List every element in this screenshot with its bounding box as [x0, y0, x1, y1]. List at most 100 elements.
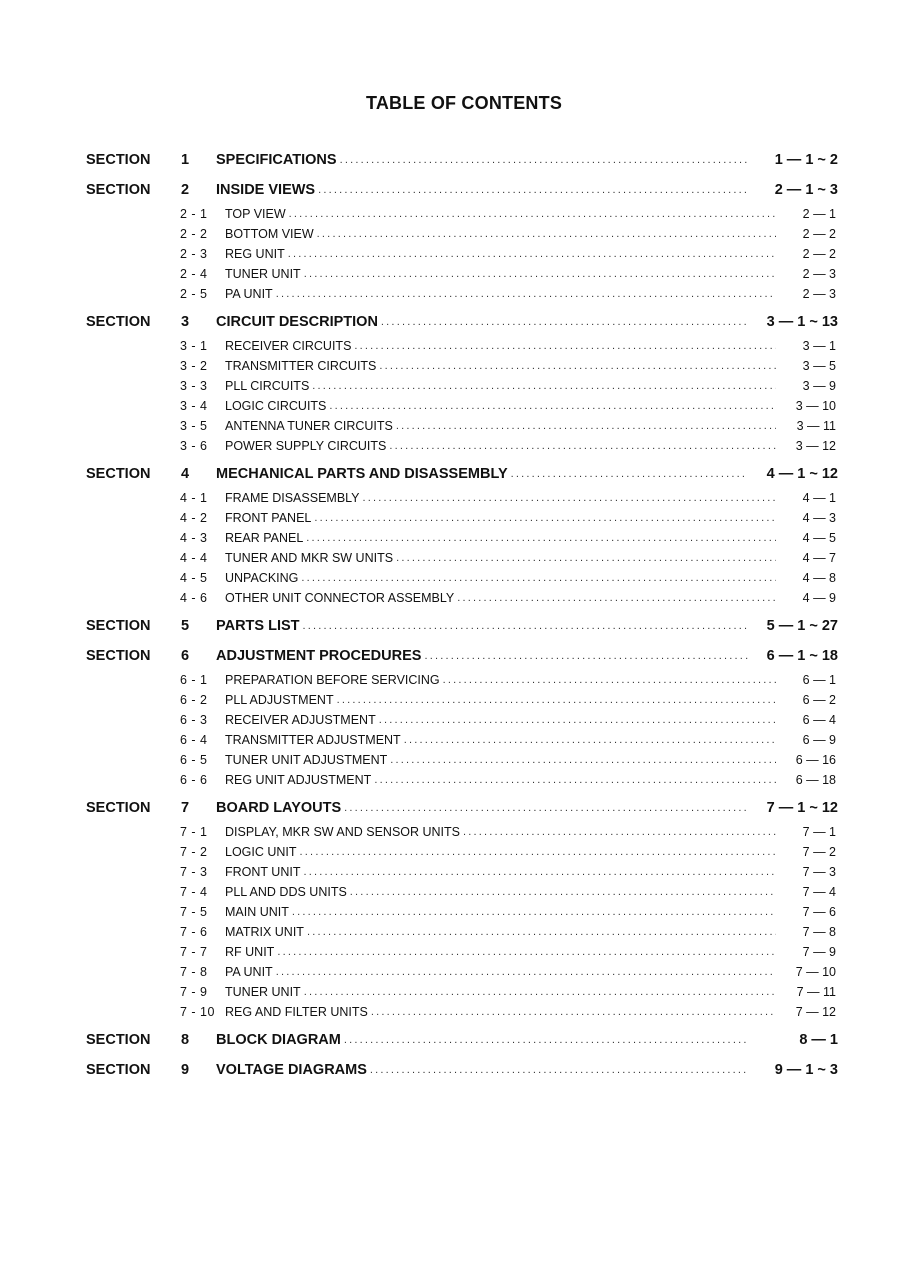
toc-subsection-row[interactable]: 6 - 6 REG UNIT ADJUSTMENT................… — [86, 770, 838, 790]
toc-section-row[interactable]: SECTION 3 CIRCUIT DESCRIPTION.............… — [86, 308, 838, 336]
toc-subsection-row[interactable]: 7 - 10 REG AND FILTER UNITS..............… — [86, 1002, 838, 1022]
dot-leader: ........................................… — [374, 774, 776, 786]
subsection-title: UNPACKING — [225, 571, 299, 585]
subsection-page: 7 — 10 — [795, 965, 836, 979]
toc-section-row[interactable]: SECTION 6 ADJUSTMENT PROCEDURES...........… — [86, 642, 838, 670]
toc-subsection-row[interactable]: 2 - 3 REG UNIT...........................… — [86, 244, 838, 264]
section-number: 9 — [181, 1062, 190, 1078]
toc-subsection-row[interactable]: 4 - 5 UNPACKING..........................… — [86, 568, 838, 588]
toc-subsection-row[interactable]: 2 - 5 PA UNIT............................… — [86, 284, 838, 304]
subsection-page: 7 — 12 — [795, 1005, 836, 1019]
subsection-number: 2 - 4 — [180, 267, 208, 281]
subsection-page: 7 — 1 — [802, 825, 836, 839]
table-of-contents: SECTION 1 SPECIFICATIONS..................… — [86, 144, 838, 1084]
toc-subsection-row[interactable]: 7 - 2 LOGIC UNIT.........................… — [86, 842, 838, 862]
toc-subsection-row[interactable]: 2 - 1 TOP VIEW...........................… — [86, 204, 838, 224]
subsection-title: REG UNIT — [225, 247, 285, 261]
toc-subsection-row[interactable]: 7 - 7 RF UNIT............................… — [86, 942, 838, 962]
dot-leader: ........................................… — [457, 592, 776, 604]
toc-subsection-row[interactable]: 7 - 9 TUNER UNIT.........................… — [86, 982, 838, 1002]
subsection-page: 4 — 9 — [802, 591, 836, 605]
dot-leader: ........................................… — [395, 420, 776, 432]
toc-section-row[interactable]: SECTION 8 BLOCK DIAGRAM...................… — [86, 1026, 838, 1054]
dot-leader: ........................................… — [424, 650, 748, 662]
section-number: 7 — [181, 800, 190, 816]
toc-subsection-row[interactable]: 7 - 5 MAIN UNIT..........................… — [86, 902, 838, 922]
toc-subsection-row[interactable]: 3 - 3 PLL CIRCUITS.......................… — [86, 376, 838, 396]
section-pages: 5 — 1 ~ 27 — [766, 618, 838, 634]
section-label: SECTION — [86, 1062, 151, 1078]
subsection-number: 3 - 1 — [180, 339, 208, 353]
toc-subsection-row[interactable]: 7 - 3 FRONT UNIT.........................… — [86, 862, 838, 882]
subsection-title: TRANSMITTER CIRCUITS — [225, 359, 377, 373]
section-title: MECHANICAL PARTS AND DISASSEMBLY — [216, 466, 508, 482]
subsection-number: 4 - 6 — [180, 591, 208, 605]
toc-subsection-row[interactable]: 7 - 1 DISPLAY, MKR SW AND SENSOR UNITS...… — [86, 822, 838, 842]
toc-subsection-row[interactable]: 2 - 2 BOTTOM VIEW........................… — [86, 224, 838, 244]
toc-subsection-row[interactable]: 2 - 4 TUNER UNIT.........................… — [86, 264, 838, 284]
subsection-page: 4 — 8 — [802, 571, 836, 585]
subsection-page: 6 — 2 — [802, 693, 836, 707]
toc-subsection-row[interactable]: 7 - 8 PA UNIT............................… — [86, 962, 838, 982]
section-title: VOLTAGE DIAGRAMS — [216, 1062, 367, 1078]
subsection-number: 7 - 8 — [180, 965, 208, 979]
toc-section-row[interactable]: SECTION 5 PARTS LIST......................… — [86, 612, 838, 640]
subsection-number: 4 - 1 — [180, 491, 208, 505]
section-pages: 7 — 1 ~ 12 — [766, 800, 838, 816]
toc-subsection-row[interactable]: 3 - 4 LOGIC CIRCUITS.....................… — [86, 396, 838, 416]
section-title: CIRCUIT DESCRIPTION — [216, 314, 378, 330]
subsection-title: REG AND FILTER UNITS — [225, 1005, 368, 1019]
toc-subsection-row[interactable]: 4 - 1 FRAME DISASSEMBLY..................… — [86, 488, 838, 508]
toc-subsection-row[interactable]: 6 - 4 TRANSMITTER ADJUSTMENT.............… — [86, 730, 838, 750]
toc-subsection-row[interactable]: 4 - 3 REAR PANEL.........................… — [86, 528, 838, 548]
toc-subsection-row[interactable]: 3 - 2 TRANSMITTER CIRCUITS...............… — [86, 356, 838, 376]
subsection-title: LOGIC UNIT — [225, 845, 297, 859]
subsection-title: MATRIX UNIT — [225, 925, 304, 939]
section-pages: 8 — 1 — [799, 1032, 838, 1048]
subsection-page: 3 — 10 — [795, 399, 836, 413]
subsection-page: 4 — 5 — [802, 531, 836, 545]
section-label: SECTION — [86, 648, 151, 664]
toc-section-row[interactable]: SECTION 7 BOARD LAYOUTS...................… — [86, 794, 838, 822]
toc-subsection-row[interactable]: 7 - 4 PLL AND DDS UNITS..................… — [86, 882, 838, 902]
toc-section-row[interactable]: SECTION 2 INSIDE VIEWS....................… — [86, 176, 838, 204]
toc-subsection-row[interactable]: 6 - 5 TUNER UNIT ADJUSTMENT..............… — [86, 750, 838, 770]
toc-subsection-row[interactable]: 3 - 6 POWER SUPPLY CIRCUITS..............… — [86, 436, 838, 456]
subsection-title: FRONT UNIT — [225, 865, 301, 879]
dot-leader: ........................................… — [288, 208, 776, 220]
toc-subsection-row[interactable]: 3 - 1 RECEIVER CIRCUITS..................… — [86, 336, 838, 356]
toc-section-row[interactable]: SECTION 4 MECHANICAL PARTS AND DISASSEMBLY… — [86, 460, 838, 488]
subsection-number: 2 - 2 — [180, 227, 208, 241]
section-title: BLOCK DIAGRAM — [216, 1032, 341, 1048]
toc-subsection-row[interactable]: 4 - 6 OTHER UNIT CONNECTOR ASSEMBLY......… — [86, 588, 838, 608]
subsection-number: 4 - 4 — [180, 551, 208, 565]
toc-subsection-row[interactable]: 6 - 1 PREPARATION BEFORE SERVICING.......… — [86, 670, 838, 690]
toc-subsection-row[interactable]: 3 - 5 ANTENNA TUNER CIRCUITS.............… — [86, 416, 838, 436]
toc-subsection-row[interactable]: 7 - 6 MATRIX UNIT........................… — [86, 922, 838, 942]
toc-subsection-row[interactable]: 6 - 2 PLL ADJUSTMENT.....................… — [86, 690, 838, 710]
subsection-title: OTHER UNIT CONNECTOR ASSEMBLY — [225, 591, 455, 605]
section-number: 4 — [181, 466, 190, 482]
subsection-page: 3 — 12 — [795, 439, 836, 453]
section-label: SECTION — [86, 1032, 151, 1048]
dot-leader: ........................................… — [301, 572, 776, 584]
subsection-number: 7 - 5 — [180, 905, 208, 919]
subsection-title: RF UNIT — [225, 945, 275, 959]
subsection-title: TRANSMITTER ADJUSTMENT — [225, 733, 401, 747]
dot-leader: ........................................… — [396, 552, 776, 564]
toc-subsection-row[interactable]: 4 - 4 TUNER AND MKR SW UNITS.............… — [86, 548, 838, 568]
subsection-number: 7 - 1 — [180, 825, 208, 839]
dot-leader: ........................................… — [314, 512, 776, 524]
toc-subsection-row[interactable]: 4 - 2 FRONT PANEL........................… — [86, 508, 838, 528]
subsection-number: 2 - 5 — [180, 287, 208, 301]
dot-leader: ........................................… — [390, 754, 776, 766]
subsection-title: TUNER UNIT — [225, 985, 301, 999]
dot-leader: ........................................… — [336, 694, 776, 706]
dot-leader: ........................................… — [303, 268, 776, 280]
section-number: 6 — [181, 648, 190, 664]
subsection-page: 2 — 1 — [802, 207, 836, 221]
subsection-number: 7 - 3 — [180, 865, 208, 879]
toc-subsection-row[interactable]: 6 - 3 RECEIVER ADJUSTMENT................… — [86, 710, 838, 730]
toc-section-row[interactable]: SECTION 9 VOLTAGE DIAGRAMS................… — [86, 1056, 838, 1084]
toc-section-row[interactable]: SECTION 1 SPECIFICATIONS..................… — [86, 146, 838, 174]
